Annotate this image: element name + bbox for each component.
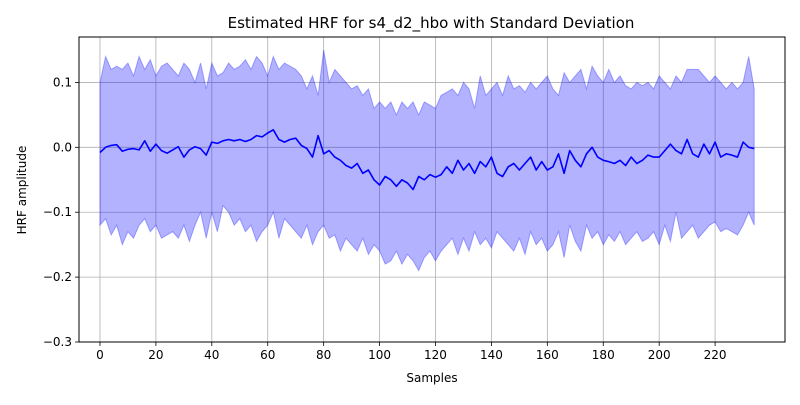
y-tick-label: 0.1 <box>53 75 72 89</box>
x-tick-label: 120 <box>424 348 447 362</box>
x-tick-label: 40 <box>204 348 219 362</box>
x-tick-label: 220 <box>704 348 727 362</box>
x-tick-label: 100 <box>368 348 391 362</box>
x-axis-label: Samples <box>406 371 457 385</box>
y-tick-label: −0.3 <box>43 335 72 349</box>
y-tick-label: −0.1 <box>43 205 72 219</box>
y-axis-label: HRF amplitude <box>15 146 29 235</box>
mean-hrf-line <box>99 129 755 191</box>
x-tick-label: 0 <box>96 348 104 362</box>
x-tick-label: 160 <box>536 348 559 362</box>
std-band-layer <box>99 49 755 272</box>
chart-title: Estimated HRF for s4_d2_hbo with Standar… <box>228 14 635 33</box>
x-tick-label: 180 <box>592 348 615 362</box>
plot-frame <box>78 36 786 343</box>
tick-layer: 0 20 40 60 80 100 120 140 160 180 200 220 −0.3 −0.2 −0… <box>43 75 727 362</box>
x-tick-label: 80 <box>316 348 331 362</box>
y-tick-label: −0.2 <box>43 270 72 284</box>
x-tick-label: 200 <box>648 348 671 362</box>
y-tick-label: 0.0 <box>53 140 72 154</box>
mean-line-layer <box>99 129 755 191</box>
x-tick-label: 140 <box>480 348 503 362</box>
x-tick-label: 20 <box>148 348 163 362</box>
x-tick-label: 60 <box>260 348 275 362</box>
std-band-area <box>99 49 755 272</box>
